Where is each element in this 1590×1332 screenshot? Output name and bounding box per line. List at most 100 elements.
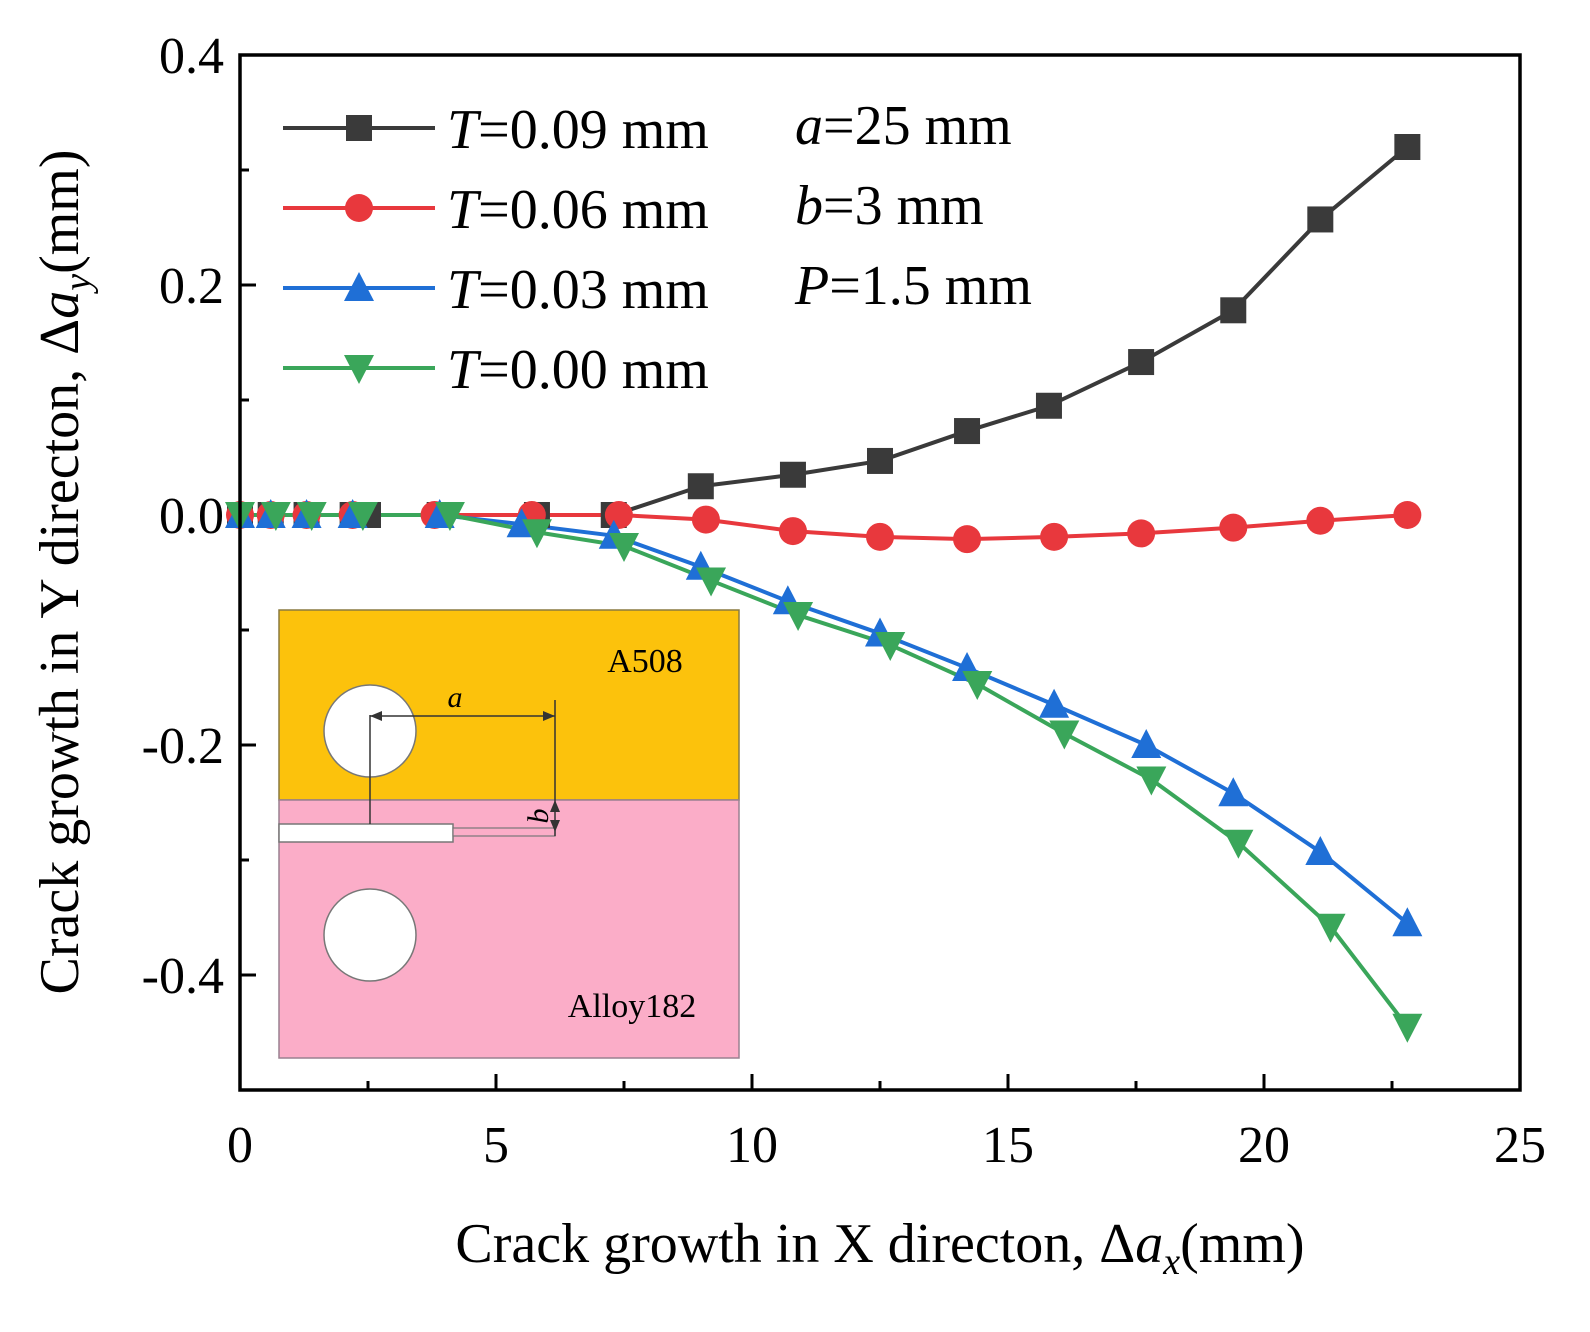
data-point xyxy=(1223,829,1254,859)
series-markers xyxy=(225,134,1423,1043)
data-point xyxy=(1049,720,1080,750)
data-point xyxy=(609,533,639,563)
data-point xyxy=(1127,519,1156,548)
axis-label-prefix: Crack growth in X directon, Δ xyxy=(455,1213,1135,1275)
data-point xyxy=(1392,907,1423,937)
y-axis-label: Crack growth in Y directon, Δay(mm) xyxy=(29,150,99,995)
data-point xyxy=(296,502,327,531)
inset-schematic: a b A508 Alloy182 xyxy=(278,609,740,1059)
data-point xyxy=(521,519,552,549)
legend-label-value: =0.00 mm xyxy=(478,339,709,401)
inset-lower-pin-hole xyxy=(323,888,417,982)
x-tick-label: 15 xyxy=(982,1117,1034,1174)
inset-b-label: b xyxy=(522,809,555,824)
data-point xyxy=(1131,729,1162,758)
data-point xyxy=(1307,206,1334,233)
y-tick-label: 0.4 xyxy=(159,28,224,85)
data-point xyxy=(1039,688,1070,718)
data-point xyxy=(696,567,727,597)
data-point xyxy=(1218,777,1249,807)
axis-label-suffix: (mm) xyxy=(29,150,91,274)
inset-b-arrow-bottom xyxy=(550,820,560,832)
data-point xyxy=(1040,522,1069,551)
x-tick-label: 5 xyxy=(483,1117,509,1174)
inset-bottom-material-label: Alloy182 xyxy=(568,988,696,1025)
legend-label-var: T xyxy=(447,339,482,401)
y-tick-label: -0.4 xyxy=(142,948,224,1005)
axis-label-suffix: (mm) xyxy=(1180,1213,1304,1275)
legend-label-var: T xyxy=(447,99,482,161)
series-line-3 xyxy=(240,513,1409,1028)
y-axis-ticks: -0.4 -0.2 0.0 0.2 0.4 xyxy=(142,28,256,1005)
data-point xyxy=(1393,501,1422,529)
data-point xyxy=(962,671,993,701)
x-tick-label: 25 xyxy=(1494,1117,1546,1174)
data-point xyxy=(1305,835,1336,865)
x-tick-label: 20 xyxy=(1238,1117,1290,1174)
data-point xyxy=(1315,913,1346,943)
data-point xyxy=(867,447,893,474)
legend-label-value: =0.03 mm xyxy=(478,259,709,321)
parameter-var: b xyxy=(795,175,823,237)
y-tick-label: -0.2 xyxy=(142,718,224,775)
parameter-value: =1.5 mm xyxy=(829,255,1032,317)
legend-marker xyxy=(344,272,374,301)
parameter-var: P xyxy=(794,255,829,317)
plot-frame xyxy=(238,53,1522,1092)
inset-top-material-label: A508 xyxy=(607,643,683,680)
legend-label-value: =0.06 mm xyxy=(478,179,709,241)
data-point xyxy=(260,502,291,531)
data-point xyxy=(953,525,982,554)
legend-marker xyxy=(344,355,374,384)
inset-a-label: a xyxy=(448,681,463,714)
data-point xyxy=(1219,513,1248,542)
legend-label-value: =0.09 mm xyxy=(478,99,709,161)
axis-label-var: a xyxy=(1135,1213,1163,1275)
data-point xyxy=(954,418,981,445)
x-tick-label: 10 xyxy=(726,1117,778,1174)
data-point xyxy=(434,502,465,531)
data-point xyxy=(1392,1013,1423,1043)
legend-marker xyxy=(345,194,373,222)
legend-label-var: T xyxy=(447,259,482,321)
data-point xyxy=(783,602,814,632)
axis-label-prefix: Crack growth in Y directon, Δ xyxy=(29,319,91,995)
inset-crack-notch xyxy=(278,823,454,843)
data-point xyxy=(691,505,720,534)
axis-label-var: a xyxy=(29,291,91,319)
data-point xyxy=(604,501,633,529)
inset-crack-tip xyxy=(452,827,556,837)
x-axis-ticks: 0 5 10 15 20 25 xyxy=(227,1074,1546,1174)
data-point xyxy=(778,517,807,546)
data-point xyxy=(1035,392,1062,419)
parameter-var: a xyxy=(795,95,823,157)
data-point xyxy=(1220,297,1247,324)
legend-marker xyxy=(346,115,372,141)
y-tick-label: 0.0 xyxy=(159,488,224,545)
axis-label-sub: x xyxy=(1162,1241,1180,1283)
data-point xyxy=(1394,134,1421,160)
data-point xyxy=(1128,349,1155,376)
legend-label-var: T xyxy=(447,179,482,241)
parameter-value: =3 mm xyxy=(823,175,984,237)
y-tick-label: 0.2 xyxy=(159,258,224,315)
inset-a-arrow-right xyxy=(543,711,555,721)
data-point xyxy=(347,502,378,531)
data-point xyxy=(1306,506,1335,535)
parameter-annotations: a=25 mmb=3 mmP=1.5 mm xyxy=(794,95,1032,317)
data-point xyxy=(1136,766,1167,796)
legend-label: T=0.06 mm xyxy=(447,179,709,241)
legend-label: T=0.09 mm xyxy=(447,99,709,161)
parameter-annotation: b=3 mm xyxy=(795,175,984,237)
inset-a-arrow-left xyxy=(370,711,382,721)
parameter-annotation: a=25 mm xyxy=(795,95,1012,157)
data-point xyxy=(779,461,806,488)
axis-label-sub: y xyxy=(57,274,99,295)
parameter-value: =25 mm xyxy=(823,95,1012,157)
x-axis-label: Crack growth in X directon, Δax(mm) xyxy=(455,1213,1304,1283)
data-point xyxy=(866,522,894,551)
data-point xyxy=(875,631,906,661)
x-tick-label: 0 xyxy=(227,1117,253,1174)
legend-label: T=0.00 mm xyxy=(447,339,709,401)
